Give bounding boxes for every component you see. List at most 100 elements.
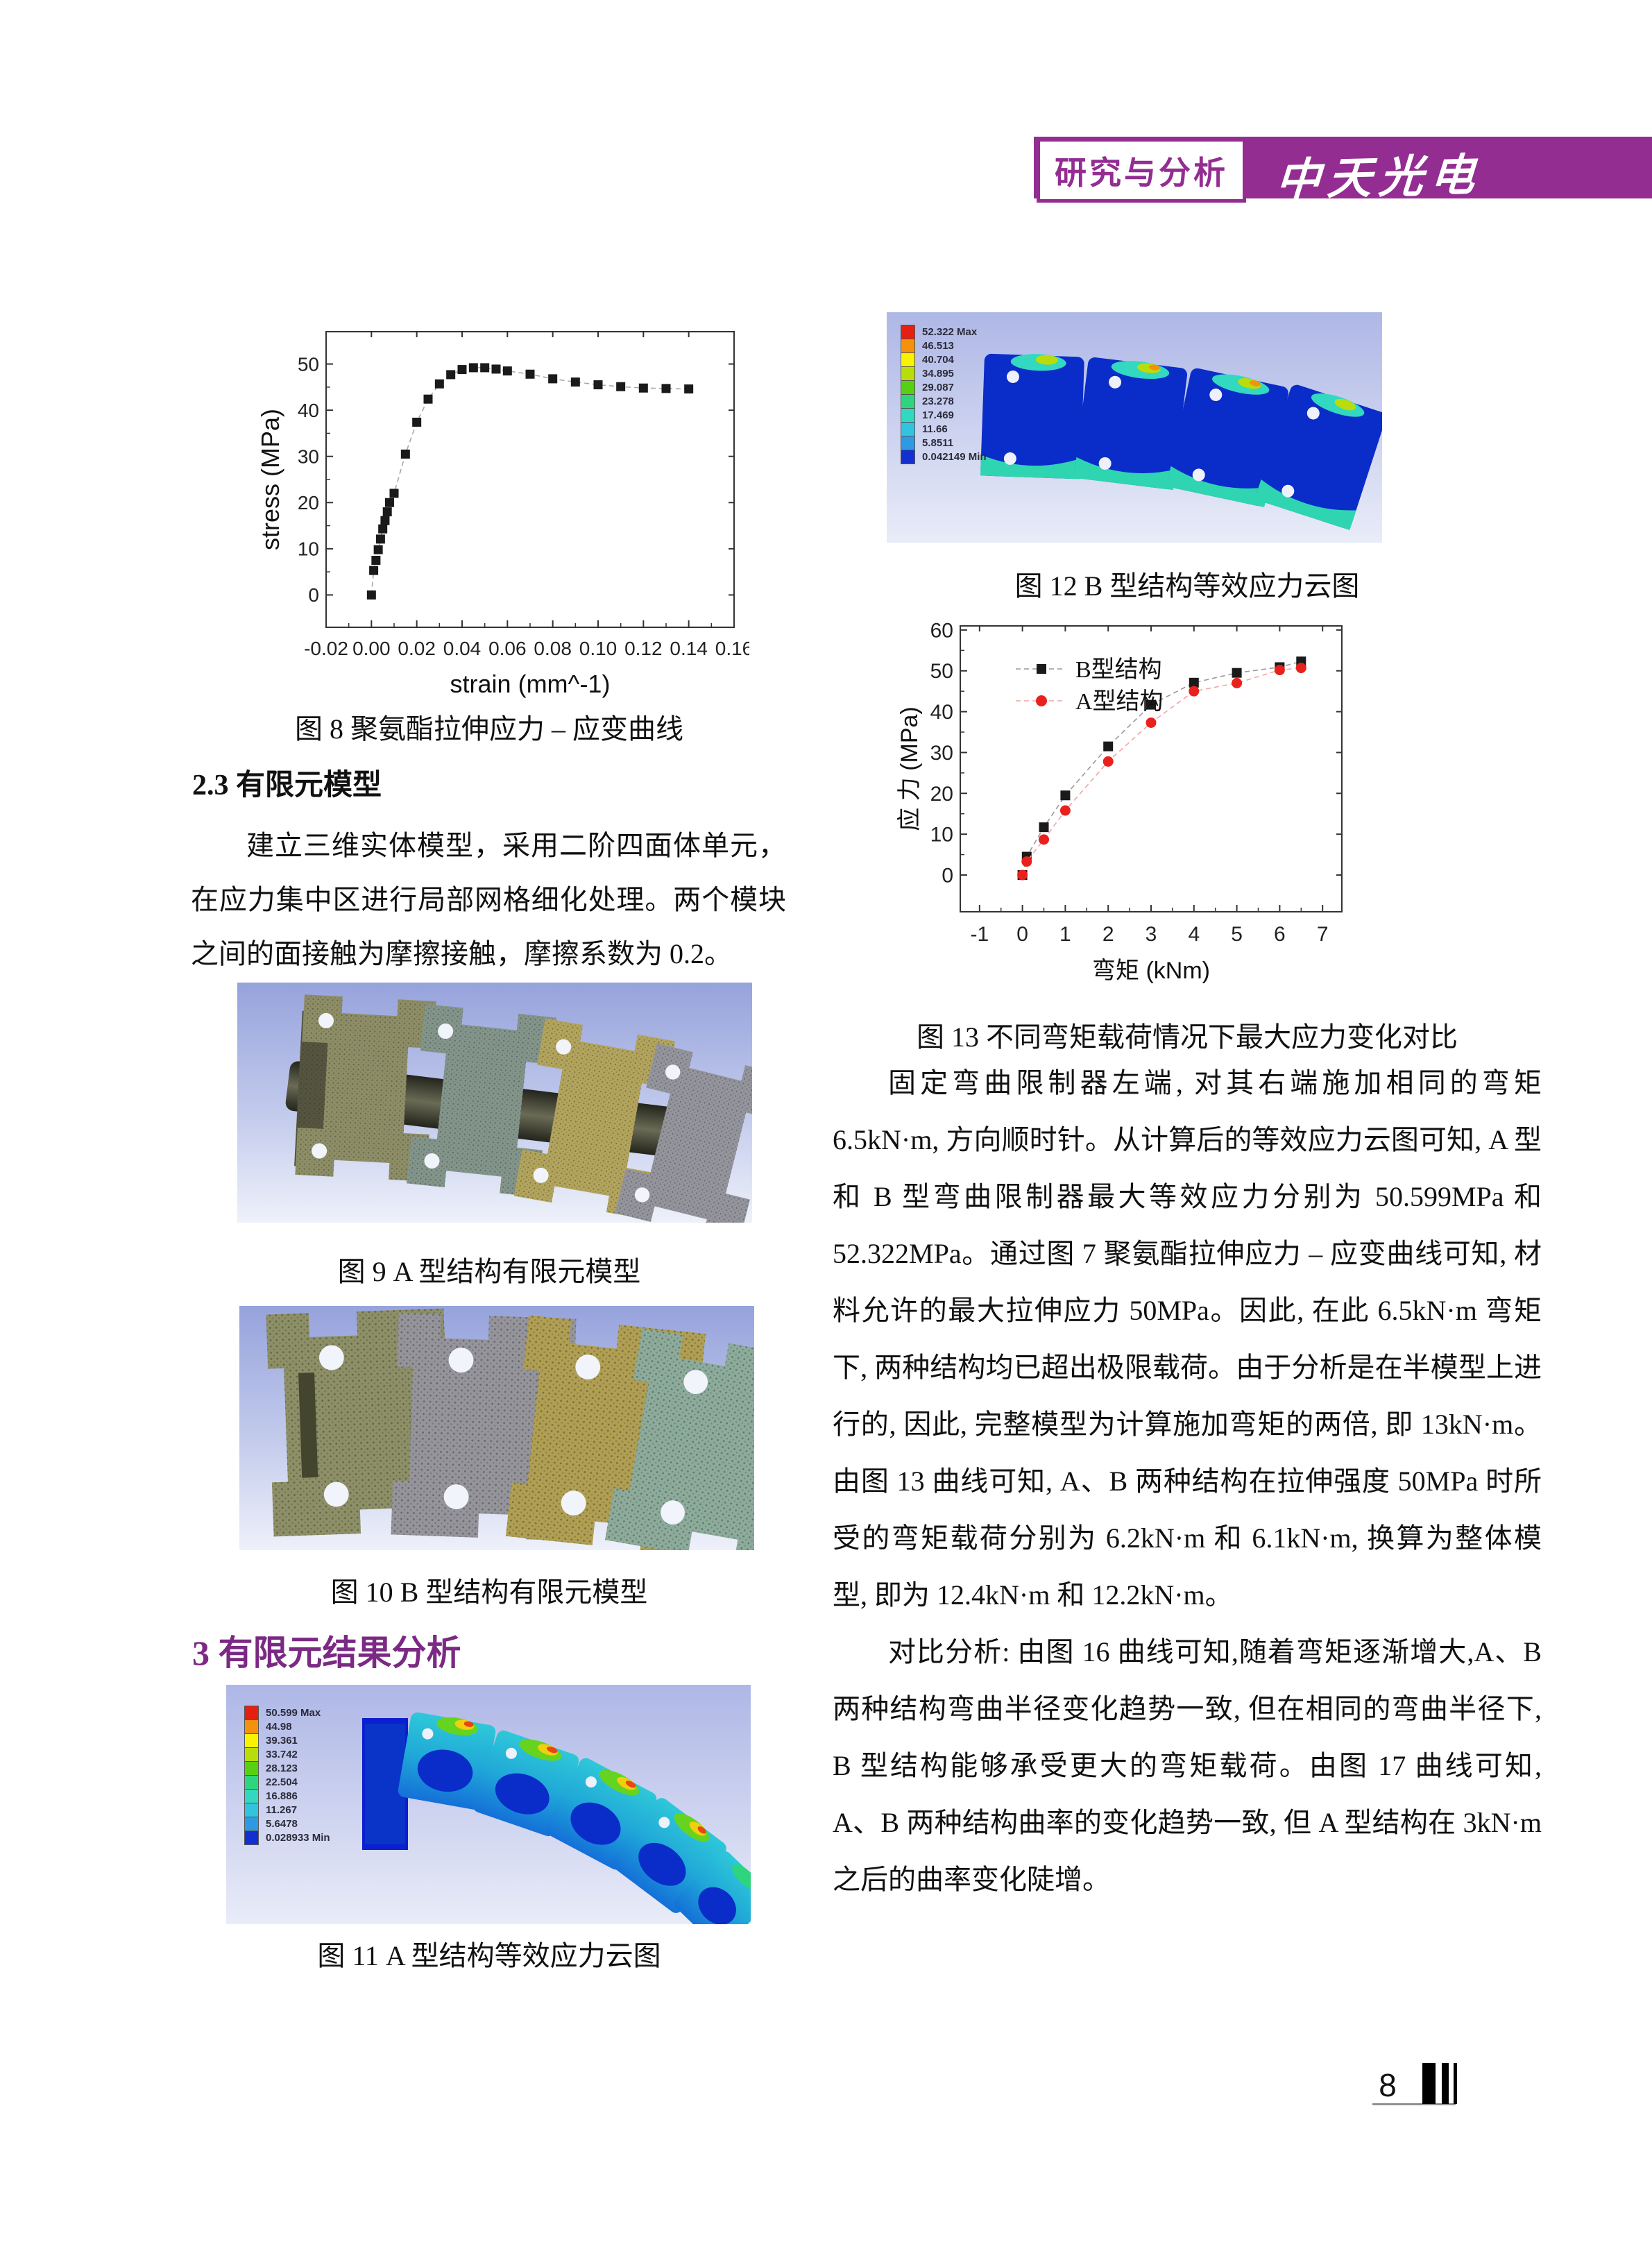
svg-text:6: 6 bbox=[1274, 923, 1286, 946]
stress-legend-row: 28.123 bbox=[244, 1760, 330, 1776]
svg-text:0.06: 0.06 bbox=[488, 638, 527, 659]
svg-text:0: 0 bbox=[308, 584, 319, 606]
stress-legend-swatch bbox=[244, 1747, 259, 1762]
fig10-fem-model-image bbox=[239, 1306, 754, 1550]
fig11-stress-legend: 50.599 Max 44.98 39.361 33.742 28.123 22.504 1… bbox=[244, 1705, 330, 1845]
stress-legend-swatch bbox=[244, 1774, 259, 1790]
stress-legend-swatch bbox=[244, 1719, 259, 1734]
stress-legend-value: 17.469 bbox=[922, 409, 954, 421]
svg-text:0.16: 0.16 bbox=[715, 638, 749, 659]
stress-legend-value: 11.267 bbox=[266, 1803, 298, 1816]
stress-legend-value: 11.66 bbox=[922, 423, 948, 435]
stress-legend-row: 40.704 bbox=[901, 352, 987, 367]
footer-bar-icon bbox=[1422, 2063, 1436, 2104]
stress-legend-row: 22.504 bbox=[244, 1774, 330, 1790]
svg-text:0.02: 0.02 bbox=[398, 638, 436, 659]
stress-legend-row: 33.742 bbox=[244, 1747, 330, 1762]
stress-legend-value: 22.504 bbox=[266, 1776, 298, 1788]
stress-legend-row: 0.028933 Min bbox=[244, 1830, 330, 1845]
stress-legend-value: 34.895 bbox=[922, 367, 954, 380]
stress-legend-value: 23.278 bbox=[922, 395, 954, 407]
stress-legend-swatch bbox=[901, 380, 915, 395]
stress-legend-swatch bbox=[901, 352, 915, 367]
stress-legend-value: 33.742 bbox=[266, 1748, 298, 1760]
stress-legend-row: 39.361 bbox=[244, 1733, 330, 1748]
svg-text:40: 40 bbox=[298, 400, 319, 421]
right-column-text: 固定弯曲限制器左端, 对其右端施加相同的弯矩 6.5kN·m, 方向顺时针。从计… bbox=[833, 1055, 1542, 1908]
fig13-moment-stress-chart: -1 0 1 2 3 4 5 6 7 0 10 20 30 40 50 60 弯矩 (kNm) 应 力 (MPa)… bbox=[896, 605, 1365, 988]
heading-2-3: 2.3 有限元模型 bbox=[192, 770, 382, 801]
fig11-stress-contour-image: 50.599 Max 44.98 39.361 33.742 28.123 22.504 1… bbox=[226, 1685, 751, 1924]
fig12-caption: 图 12 B 型结构等效应力云图 bbox=[1014, 570, 1360, 602]
stress-legend-row: 34.895 bbox=[901, 366, 987, 381]
svg-text:0.10: 0.10 bbox=[579, 638, 618, 659]
fig12-stress-contour-image: 52.322 Max 46.513 40.704 34.895 29.087 23.278… bbox=[887, 312, 1382, 543]
svg-text:50: 50 bbox=[298, 353, 319, 375]
stress-legend-swatch bbox=[901, 421, 915, 436]
svg-text:20: 20 bbox=[298, 492, 319, 513]
svg-text:2: 2 bbox=[1102, 923, 1114, 946]
stress-legend-value: 29.087 bbox=[922, 381, 954, 393]
fig8-caption: 图 8 聚氨酯拉伸应力 – 应变曲线 bbox=[295, 713, 683, 745]
svg-text:50: 50 bbox=[930, 660, 953, 683]
stress-legend-swatch bbox=[901, 366, 915, 381]
stress-legend-row: 44.98 bbox=[244, 1719, 330, 1734]
stress-legend-row: 52.322 Max bbox=[901, 324, 987, 339]
stress-legend-row: 11.66 bbox=[901, 421, 987, 436]
stress-legend-row: 50.599 Max bbox=[244, 1705, 330, 1720]
svg-text:0.04: 0.04 bbox=[443, 638, 482, 659]
stress-legend-value: 40.704 bbox=[922, 353, 954, 366]
fig11-caption: 图 11 A 型结构等效应力云图 bbox=[317, 1940, 661, 1971]
stress-legend-value: 39.361 bbox=[266, 1734, 298, 1747]
svg-text:0: 0 bbox=[942, 865, 953, 888]
svg-text:strain (mm^-1): strain (mm^-1) bbox=[450, 670, 611, 698]
svg-text:0.00: 0.00 bbox=[352, 638, 391, 659]
fig9-fem-model-image bbox=[237, 983, 752, 1223]
paragraph-2-3-wrap: 建立三维实体模型，采用二阶四面体单元，在应力集中区进行局部网格细化处理。两个模块… bbox=[191, 819, 786, 981]
fig8-stress-strain-chart: -0.02 0.00 0.02 0.04 0.06 0.08 0.10 0.12 0.14 0.1… bbox=[256, 314, 753, 702]
stress-legend-row: 23.278 bbox=[901, 393, 987, 409]
stress-legend-value: 46.513 bbox=[922, 339, 954, 352]
fig10-caption: 图 10 B 型结构有限元模型 bbox=[330, 1577, 648, 1608]
column-section-label: 研究与分析 bbox=[1037, 138, 1246, 203]
svg-text:10: 10 bbox=[930, 824, 953, 847]
stress-legend-swatch bbox=[901, 324, 915, 339]
stress-legend-swatch bbox=[244, 1788, 259, 1803]
stress-legend-row: 29.087 bbox=[901, 380, 987, 395]
stress-legend-swatch bbox=[244, 1760, 259, 1776]
fig13-caption: 图 13 不同弯矩载荷情况下最大应力变化对比 bbox=[917, 1021, 1458, 1053]
stress-legend-value: 16.886 bbox=[266, 1790, 298, 1802]
fig12-stress-legend: 52.322 Max 46.513 40.704 34.895 29.087 23.278… bbox=[901, 324, 987, 464]
stress-legend-value: 5.8511 bbox=[922, 436, 954, 449]
svg-text:0.08: 0.08 bbox=[534, 638, 572, 659]
stress-legend-value: 0.042149 Min bbox=[922, 450, 987, 463]
svg-text:A型结构: A型结构 bbox=[1075, 688, 1164, 715]
svg-text:30: 30 bbox=[930, 742, 953, 765]
svg-text:3: 3 bbox=[1146, 923, 1157, 946]
footer-bar-icon bbox=[1454, 2063, 1457, 2104]
stress-legend-swatch bbox=[244, 1816, 259, 1831]
svg-text:40: 40 bbox=[930, 701, 953, 724]
section-label-text: 研究与分析 bbox=[1055, 155, 1228, 191]
svg-text:20: 20 bbox=[930, 783, 953, 806]
stress-legend-value: 50.599 Max bbox=[266, 1706, 321, 1719]
svg-text:60: 60 bbox=[930, 619, 953, 642]
svg-text:应 力 (MPa): 应 力 (MPa) bbox=[896, 706, 923, 831]
svg-text:1: 1 bbox=[1059, 923, 1071, 946]
stress-legend-swatch bbox=[244, 1705, 259, 1720]
svg-text:stress (MPa): stress (MPa) bbox=[257, 409, 284, 550]
stress-legend-row: 0.042149 Min bbox=[901, 449, 987, 464]
stress-legend-swatch bbox=[901, 435, 915, 450]
footer-bar-icon bbox=[1442, 2063, 1449, 2104]
footer-rule bbox=[1372, 2103, 1456, 2105]
stress-legend-swatch bbox=[901, 407, 915, 423]
stress-legend-value: 0.028933 Min bbox=[266, 1831, 330, 1844]
svg-text:弯矩 (kNm): 弯矩 (kNm) bbox=[1092, 958, 1210, 984]
svg-text:0.12: 0.12 bbox=[624, 638, 663, 659]
stress-legend-value: 28.123 bbox=[266, 1762, 298, 1774]
stress-legend-row: 5.6478 bbox=[244, 1816, 330, 1831]
svg-text:7: 7 bbox=[1317, 923, 1329, 946]
svg-text:B型结构: B型结构 bbox=[1075, 656, 1162, 683]
stress-legend-row: 17.469 bbox=[901, 407, 987, 423]
stress-legend-value: 44.98 bbox=[266, 1720, 292, 1733]
